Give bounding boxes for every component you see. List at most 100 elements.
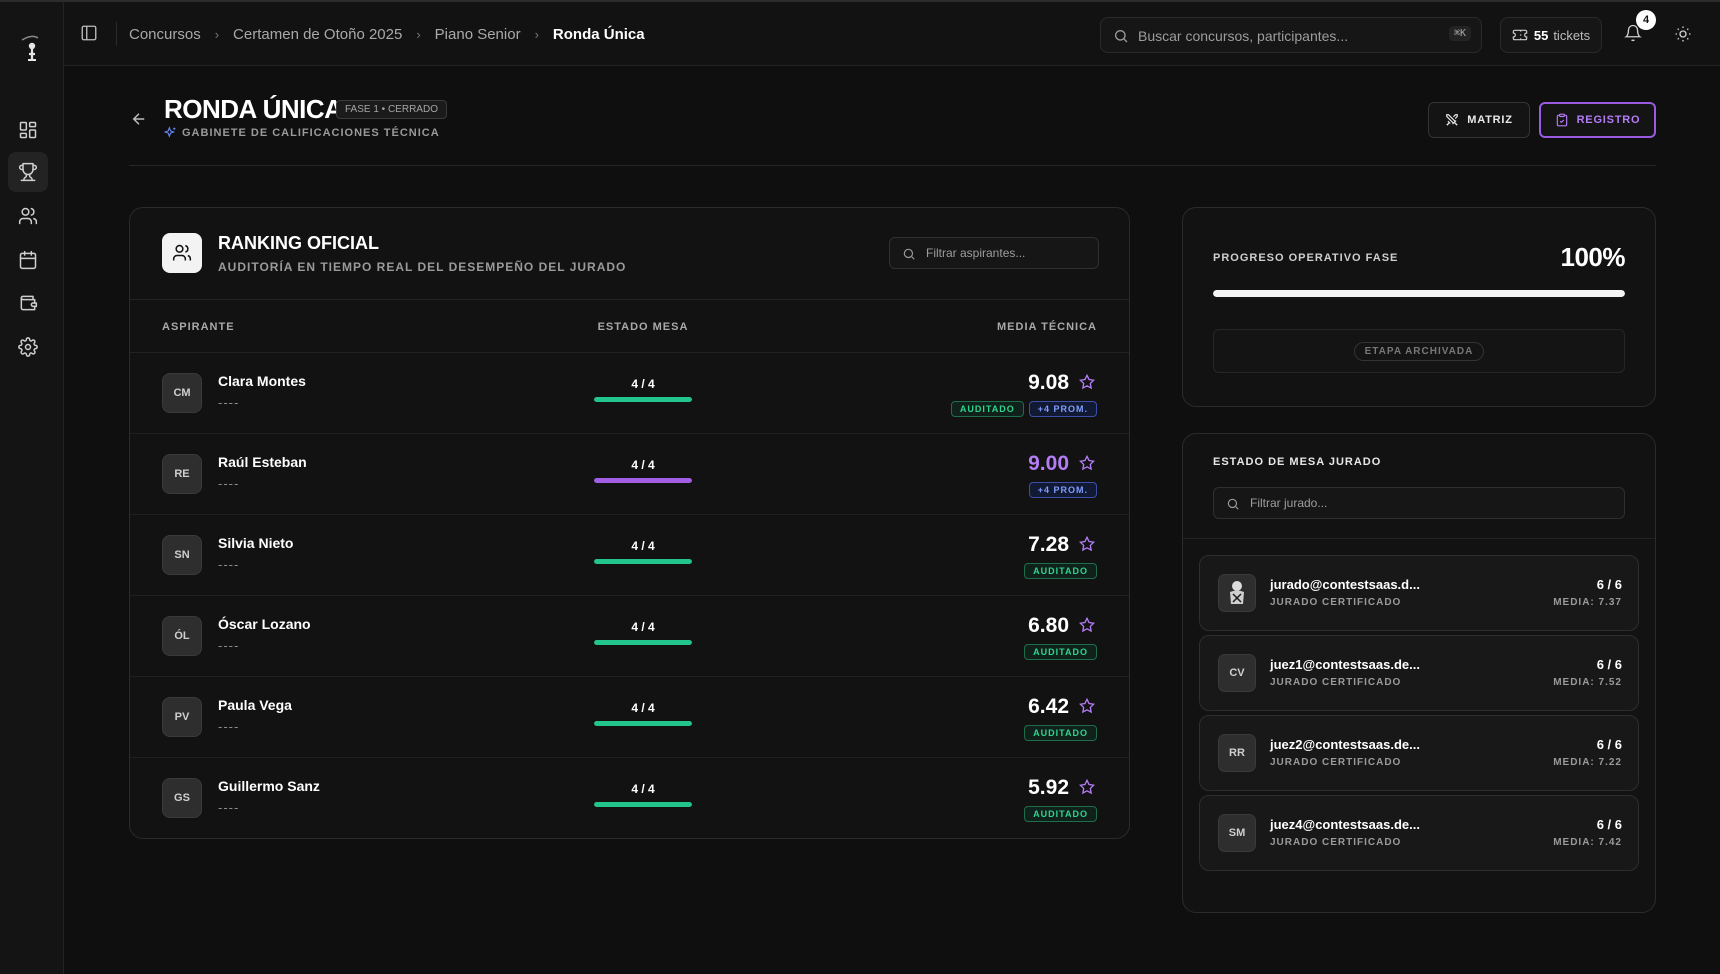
- nav-participants[interactable]: [8, 196, 48, 236]
- jury-member-item[interactable]: RR juez2@contestsaas.de... JURADO CERTIFIC…: [1199, 715, 1639, 791]
- favorite-button[interactable]: [1078, 697, 1096, 719]
- filter-aspirants-input[interactable]: Filtrar aspirantes...: [889, 237, 1099, 269]
- score-tags: AUDITADO: [1024, 563, 1097, 579]
- avatar: PV: [162, 697, 202, 737]
- aspirant-name[interactable]: Raúl Esteban: [218, 454, 307, 470]
- avatar: ÓL: [162, 616, 202, 656]
- avatar: GS: [162, 778, 202, 818]
- aspirant-name[interactable]: Clara Montes: [218, 373, 306, 389]
- jury-role: JURADO CERTIFICADO: [1270, 677, 1402, 688]
- breadcrumb-item-category[interactable]: Piano Senior: [434, 26, 521, 43]
- panel-left-icon: [81, 25, 97, 41]
- sidebar-toggle-button[interactable]: [80, 24, 100, 44]
- status-badge: AUDITADO: [950, 401, 1024, 417]
- aspirant-subtext: ----: [218, 719, 240, 734]
- matriz-button[interactable]: MATRIZ: [1428, 102, 1530, 138]
- aspirant-name[interactable]: Guillermo Sanz: [218, 778, 320, 794]
- progress-bar: [1213, 290, 1625, 297]
- column-header-estado[interactable]: ESTADO MESA: [597, 321, 689, 333]
- aspirant-subtext: ----: [218, 800, 240, 815]
- avatar: CV: [1218, 654, 1256, 692]
- jury-role: JURADO CERTIFICADO: [1270, 837, 1402, 848]
- back-button[interactable]: [130, 110, 148, 133]
- nav-contests[interactable]: [8, 152, 48, 192]
- jury-average: MEDIA: 7.42: [1553, 837, 1622, 848]
- jury-card: ESTADO DE MESA JURADO Filtrar jurado... …: [1182, 433, 1656, 913]
- sun-icon: [1675, 26, 1691, 42]
- table-status-bar: [594, 721, 692, 726]
- page-title: RONDA ÚNICA: [164, 94, 343, 124]
- tickets-button[interactable]: 55 tickets: [1500, 17, 1602, 53]
- table-status-bar: [594, 802, 692, 807]
- notifications-badge: 4: [1636, 10, 1656, 30]
- nav-dashboard[interactable]: [8, 110, 48, 150]
- table-status-count: 4 / 4: [631, 620, 655, 634]
- aspirant-name[interactable]: Óscar Lozano: [218, 616, 311, 632]
- search-icon: [903, 248, 915, 260]
- table-status-bar: [594, 559, 692, 564]
- favorite-button[interactable]: [1078, 373, 1096, 395]
- score-tags: AUDITADO: [1024, 806, 1097, 822]
- technical-score: 5.92: [1028, 776, 1069, 799]
- status-badge: AUDITADO: [1024, 725, 1097, 741]
- technical-score: 7.28: [1028, 533, 1069, 556]
- table-row[interactable]: CM Clara Montes ---- 4 / 4 9.08 AUDITADO +4 PR…: [130, 353, 1129, 434]
- favorite-button[interactable]: [1078, 454, 1096, 476]
- score-tags: AUDITADO: [1024, 725, 1097, 741]
- app-logo[interactable]: [16, 32, 48, 68]
- jury-role: JURADO CERTIFICADO: [1270, 757, 1402, 768]
- arrow-left-icon: [132, 113, 145, 125]
- theme-toggle-button[interactable]: [1674, 25, 1692, 48]
- nav-calendar[interactable]: [8, 240, 48, 280]
- avatar: RR: [1218, 734, 1256, 772]
- jury-avatar-icon: [1230, 581, 1244, 604]
- jury-member-item[interactable]: jurado@contestsaas.d... JURADO CERTIFICAD…: [1199, 555, 1639, 631]
- table-status-bar-fill: [594, 640, 692, 645]
- registro-button[interactable]: REGISTRO: [1539, 102, 1656, 138]
- star-icon: [1078, 454, 1096, 471]
- aspirant-name[interactable]: Paula Vega: [218, 697, 292, 713]
- table-row[interactable]: GS Guillermo Sanz ---- 4 / 4 5.92 AUDITADO: [130, 758, 1129, 838]
- score-tags: +4 PROM.: [1028, 482, 1097, 498]
- nav-settings[interactable]: [8, 327, 48, 367]
- table-row[interactable]: PV Paula Vega ---- 4 / 4 6.42 AUDITADO: [130, 677, 1129, 758]
- global-search-input[interactable]: Buscar concursos, participantes... ⌘K: [1100, 17, 1482, 53]
- table-status-count: 4 / 4: [631, 782, 655, 796]
- progress-value: 100%: [1560, 242, 1626, 272]
- favorite-button[interactable]: [1078, 616, 1096, 638]
- jury-member-item[interactable]: CV juez1@contestsaas.de... JURADO CERTIFIC…: [1199, 635, 1639, 711]
- search-placeholder: Buscar concursos, participantes...: [1138, 28, 1349, 44]
- table-row[interactable]: RE Raúl Esteban ---- 4 / 4 9.00 +4 PROM.: [130, 434, 1129, 515]
- column-header-media[interactable]: MEDIA TÉCNICA: [997, 321, 1097, 333]
- aspirant-name[interactable]: Silvia Nieto: [218, 535, 294, 551]
- nav-wallet[interactable]: [8, 283, 48, 323]
- technical-score: 9.08: [1028, 371, 1069, 394]
- filter-jury-input[interactable]: Filtrar jurado...: [1213, 487, 1625, 519]
- progress-card: PROGRESO OPERATIVO FASE 100% ETAPA ARCHI…: [1182, 207, 1656, 407]
- table-row[interactable]: SN Silvia Nieto ---- 4 / 4 7.28 AUDITADO: [130, 515, 1129, 596]
- jury-member-item[interactable]: SM juez4@contestsaas.de... JURADO CERTIFIC…: [1199, 795, 1639, 871]
- gear-icon: [18, 337, 38, 357]
- clipboard-icon: [1556, 113, 1567, 127]
- ranking-title: RANKING OFICIAL: [218, 233, 379, 253]
- aspirant-subtext: ----: [218, 476, 240, 491]
- divider: [116, 22, 117, 46]
- divider: [130, 352, 1129, 353]
- table-row[interactable]: ÓL Óscar Lozano ---- 4 / 4 6.80 AUDITADO: [130, 596, 1129, 677]
- divider: [1183, 538, 1655, 539]
- notifications-button[interactable]: 4: [1624, 10, 1656, 44]
- jury-email: juez1@contestsaas.de...: [1270, 657, 1420, 672]
- score-tags: AUDITADO: [1024, 644, 1097, 660]
- phase-status-badge: FASE 1 • CERRADO: [336, 100, 447, 119]
- jury-average: MEDIA: 7.37: [1553, 597, 1622, 608]
- table-status-bar: [594, 640, 692, 645]
- chevron-right-icon: ›: [214, 27, 220, 42]
- breadcrumb-item-certamen[interactable]: Certamen de Otoño 2025: [233, 26, 403, 43]
- sidebar-rail: [0, 0, 64, 974]
- column-header-aspirante[interactable]: ASPIRANTE: [162, 321, 235, 333]
- breadcrumb-item-concursos[interactable]: Concursos: [129, 26, 201, 43]
- trophy-icon: [18, 162, 38, 182]
- favorite-button[interactable]: [1078, 535, 1096, 557]
- favorite-button[interactable]: [1078, 778, 1096, 800]
- table-status-bar-fill: [594, 559, 692, 564]
